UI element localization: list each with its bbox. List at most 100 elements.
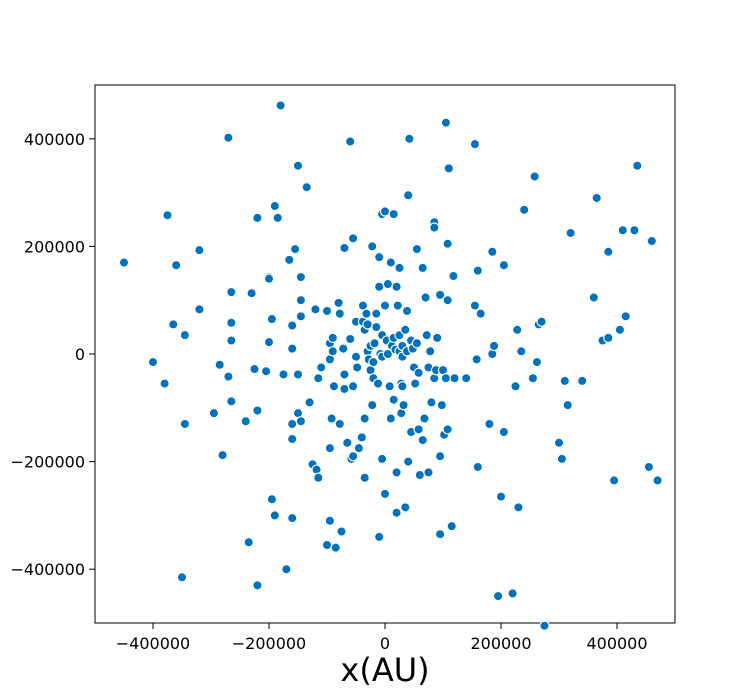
data-point [617, 225, 629, 236]
data-point [382, 278, 394, 290]
data-point [400, 324, 411, 335]
data-point [414, 469, 425, 481]
data-point [214, 359, 225, 370]
data-point [442, 424, 453, 435]
data-point [334, 308, 345, 319]
data-point [398, 399, 409, 411]
data-point [147, 356, 159, 368]
data-point [226, 396, 237, 407]
data-point [292, 369, 304, 380]
data-point [425, 346, 436, 357]
data-point [226, 286, 237, 298]
data-point [394, 262, 405, 274]
data-point [577, 375, 588, 387]
data-point [339, 242, 350, 254]
data-point [529, 171, 540, 182]
data-point [301, 182, 312, 193]
data-point [384, 381, 395, 392]
data-point [417, 262, 428, 274]
data-point [304, 397, 315, 408]
data-point [411, 243, 423, 255]
data-point [603, 246, 614, 257]
x-tick-label: 200000 [470, 634, 531, 653]
data-point [487, 246, 498, 257]
data-point [252, 405, 263, 416]
data-point [472, 461, 483, 473]
x-axis: −400000 −200000 0 200000 400000 [116, 623, 648, 653]
data-point [442, 295, 453, 306]
data-point [345, 333, 356, 345]
y-tick-label: −400000 [11, 560, 85, 579]
y-tick-label: 200000 [24, 237, 85, 256]
data-point [539, 620, 550, 631]
data-point [295, 416, 307, 427]
data-point [269, 510, 280, 521]
data-point [388, 208, 399, 220]
data-point [652, 475, 663, 486]
data-point [356, 432, 367, 443]
data-point [240, 416, 251, 427]
data-point [472, 265, 483, 276]
data-point [339, 383, 350, 395]
data-point [287, 418, 298, 430]
data-point [326, 413, 337, 424]
data-point [379, 488, 391, 500]
data-point [608, 475, 620, 486]
data-point [278, 369, 289, 380]
data-point [310, 304, 321, 315]
data-point [359, 413, 370, 424]
data-point [266, 313, 278, 325]
data-point [260, 366, 272, 377]
data-point [313, 472, 324, 483]
data-point [559, 375, 571, 387]
data-point [440, 373, 452, 384]
data-point [263, 273, 275, 284]
data-point [469, 138, 481, 150]
data-point [369, 338, 380, 349]
data-point [342, 437, 353, 448]
data-point [397, 381, 408, 392]
data-point [252, 212, 263, 224]
data-point [391, 467, 402, 478]
data-point [379, 206, 391, 217]
data-point [411, 338, 423, 349]
data-point [510, 381, 521, 392]
data-point [159, 378, 170, 389]
data-point [646, 235, 658, 247]
data-point [382, 348, 394, 360]
data-point [374, 531, 385, 543]
points-layer [118, 100, 663, 631]
data-point [179, 329, 191, 341]
data-point [488, 340, 500, 352]
data-point [368, 356, 379, 368]
x-tick-label: 0 [380, 634, 390, 653]
data-point [327, 332, 338, 344]
data-point [449, 373, 460, 384]
data-point [252, 580, 263, 591]
data-point [417, 434, 428, 446]
data-point [295, 295, 307, 306]
data-point [404, 133, 415, 144]
data-point [376, 453, 388, 465]
data-point [350, 351, 362, 362]
data-point [513, 502, 524, 513]
data-point [469, 300, 481, 311]
data-point [162, 209, 173, 221]
data-point [461, 373, 472, 384]
data-point [324, 515, 336, 526]
data-point [429, 222, 440, 233]
data-point [553, 437, 565, 448]
data-point [347, 233, 359, 244]
data-point [287, 512, 298, 524]
data-point [565, 227, 576, 239]
y-tick-label: 0 [75, 345, 85, 364]
x-axis-label: x(AU) [340, 651, 429, 689]
data-point [334, 418, 345, 430]
data-point [448, 270, 459, 282]
data-point [392, 300, 403, 311]
data-point [324, 442, 336, 454]
x-tick-label: −400000 [116, 634, 190, 653]
data-point [391, 507, 402, 518]
data-point [401, 305, 413, 317]
data-point [434, 529, 446, 540]
